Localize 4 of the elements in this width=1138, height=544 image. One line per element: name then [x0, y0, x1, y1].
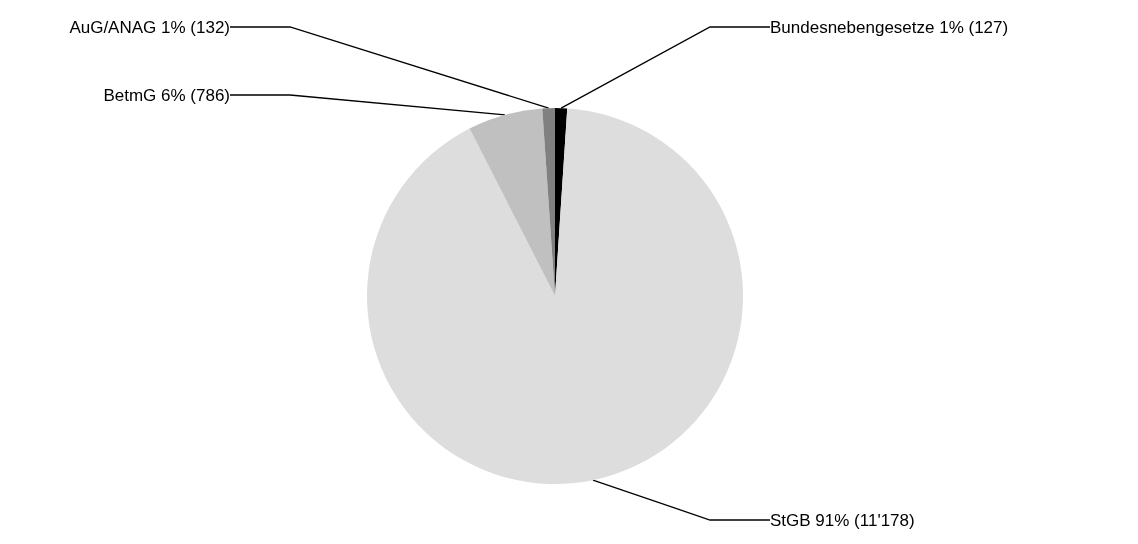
- slice-label: Bundesnebengesetze 1% (127): [770, 17, 1009, 37]
- slice-label: StGB 91% (11'178): [770, 510, 915, 530]
- slice-label: AuG/ANAG 1% (132): [69, 17, 230, 37]
- slice-label: BetmG 6% (786): [103, 85, 231, 105]
